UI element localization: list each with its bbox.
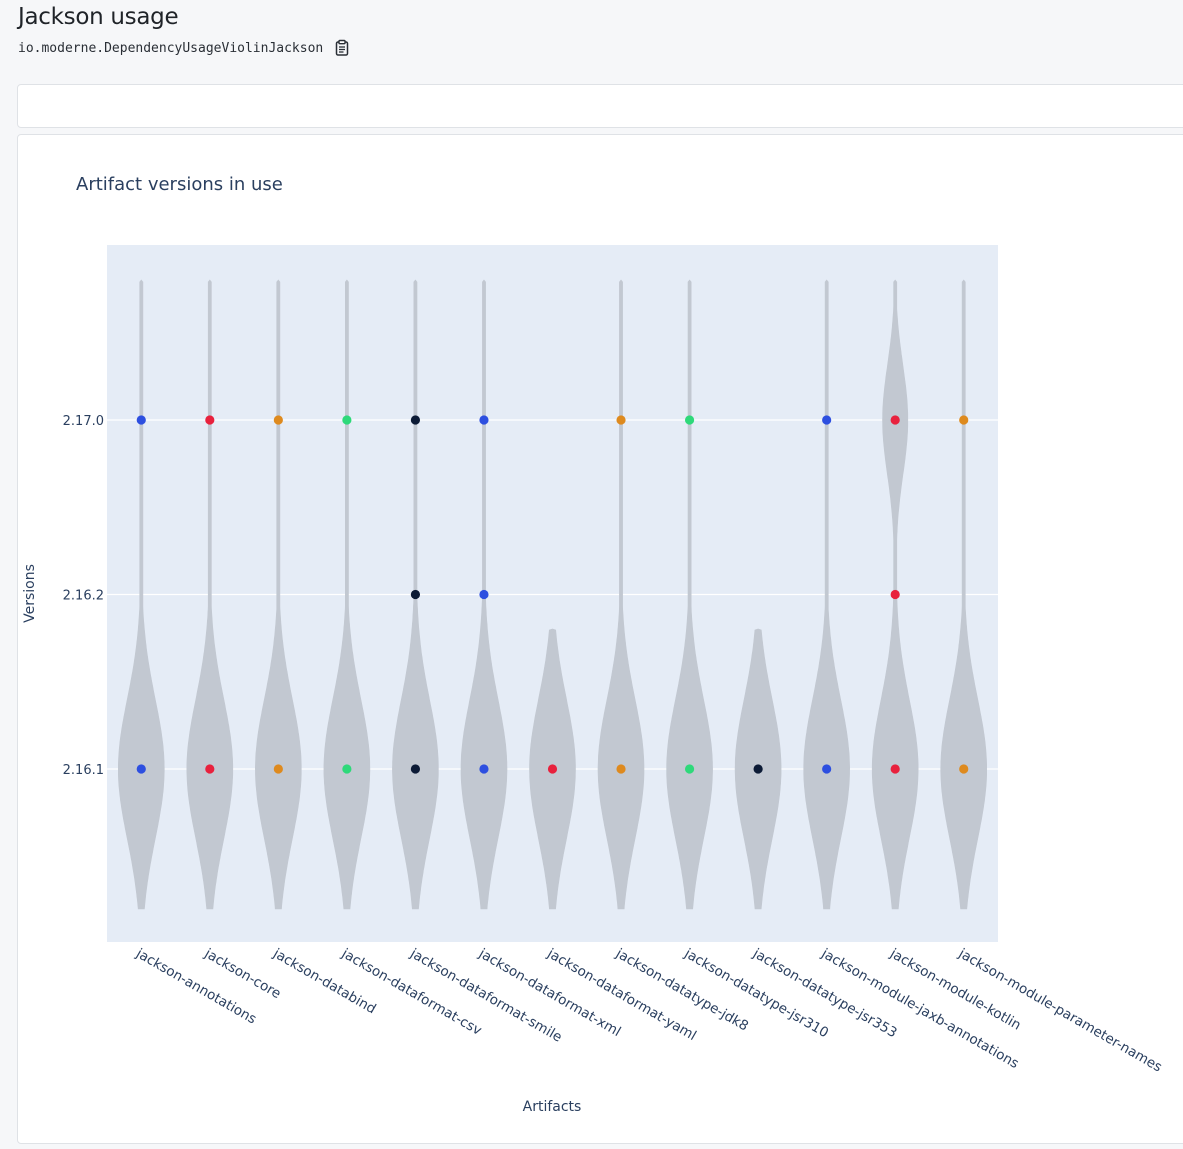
point-jackson-module-kotlin-2.16.2[interactable] xyxy=(890,589,900,600)
violin-jackson-module-jaxb-annotations xyxy=(803,279,851,910)
point-jackson-datatype-jdk8-2.17.0[interactable] xyxy=(616,415,626,425)
filter-panel xyxy=(17,84,1183,128)
y-axis-title: Versions xyxy=(22,564,38,623)
point-jackson-dataformat-smile-2.17.0[interactable] xyxy=(410,415,421,425)
y-tick-label: 2.16.1 xyxy=(63,763,104,778)
violin-jackson-core xyxy=(186,279,234,910)
violins xyxy=(118,279,987,910)
clipboard-icon[interactable] xyxy=(333,39,351,57)
point-jackson-dataformat-yaml-2.16.1[interactable] xyxy=(547,764,558,774)
point-jackson-module-parameter-names-2.17.0[interactable] xyxy=(959,415,969,425)
point-jackson-module-kotlin-2.16.1[interactable] xyxy=(890,764,900,774)
x-tick-label: jackson-annotations xyxy=(132,945,259,1027)
point-jackson-datatype-jsr310-2.16.1[interactable] xyxy=(684,764,695,774)
point-jackson-dataformat-xml-2.16.2[interactable] xyxy=(479,589,489,600)
violin-jackson-databind xyxy=(254,279,302,910)
y-tick-label: 2.16.2 xyxy=(63,589,104,604)
point-jackson-core-2.16.1[interactable] xyxy=(205,764,215,774)
chart-card: Artifact versions in use 2.16.1 2.16.2 2.1… xyxy=(17,134,1183,1144)
point-jackson-annotations-2.17.0[interactable] xyxy=(136,415,146,425)
chart-title: Artifact versions in use xyxy=(76,174,283,195)
point-jackson-datatype-jsr310-2.17.0[interactable] xyxy=(684,415,695,425)
recipe-id-row: io.moderne.DependencyUsageViolinJackson xyxy=(18,39,351,57)
point-jackson-dataformat-csv-2.16.1[interactable] xyxy=(342,764,352,774)
point-jackson-dataformat-csv-2.17.0[interactable] xyxy=(342,415,352,425)
point-jackson-databind-2.16.1[interactable] xyxy=(273,764,283,774)
point-jackson-module-parameter-names-2.16.1[interactable] xyxy=(959,764,969,774)
data-points xyxy=(136,415,969,774)
point-jackson-core-2.17.0[interactable] xyxy=(205,415,215,425)
point-jackson-module-jaxb-annotations-2.17.0[interactable] xyxy=(822,415,832,425)
violin-jackson-dataformat-csv xyxy=(323,279,371,910)
point-jackson-dataformat-xml-2.17.0[interactable] xyxy=(479,415,489,425)
page-title: Jackson usage xyxy=(18,4,179,30)
recipe-id: io.moderne.DependencyUsageViolinJackson xyxy=(18,40,324,56)
point-jackson-annotations-2.16.1[interactable] xyxy=(136,764,146,774)
point-jackson-datatype-jsr353-2.16.1[interactable] xyxy=(753,764,763,774)
point-jackson-dataformat-smile-2.16.1[interactable] xyxy=(410,764,421,774)
point-jackson-module-jaxb-annotations-2.16.1[interactable] xyxy=(822,764,832,774)
violin-jackson-module-parameter-names xyxy=(940,279,987,910)
x-axis-title: Artifacts xyxy=(523,1099,582,1115)
violin-jackson-annotations xyxy=(118,279,165,910)
y-axis-ticks: 2.16.1 2.16.2 2.17.0 xyxy=(63,414,104,778)
violin-chart: Artifact versions in use 2.16.12.16.22.1… xyxy=(22,174,1165,1115)
violin-jackson-datatype-jdk8 xyxy=(597,279,645,910)
point-jackson-datatype-jdk8-2.16.1[interactable] xyxy=(616,764,626,774)
point-jackson-module-kotlin-2.17.0[interactable] xyxy=(890,415,900,425)
point-jackson-databind-2.17.0[interactable] xyxy=(273,415,283,425)
violin-jackson-datatype-jsr310 xyxy=(666,279,713,910)
point-jackson-dataformat-xml-2.16.1[interactable] xyxy=(479,764,489,774)
y-tick-label: 2.17.0 xyxy=(63,414,104,429)
x-axis-ticks: jackson-annotationsjackson-corejackson-d… xyxy=(132,945,1164,1075)
point-jackson-dataformat-smile-2.16.2[interactable] xyxy=(410,589,421,600)
